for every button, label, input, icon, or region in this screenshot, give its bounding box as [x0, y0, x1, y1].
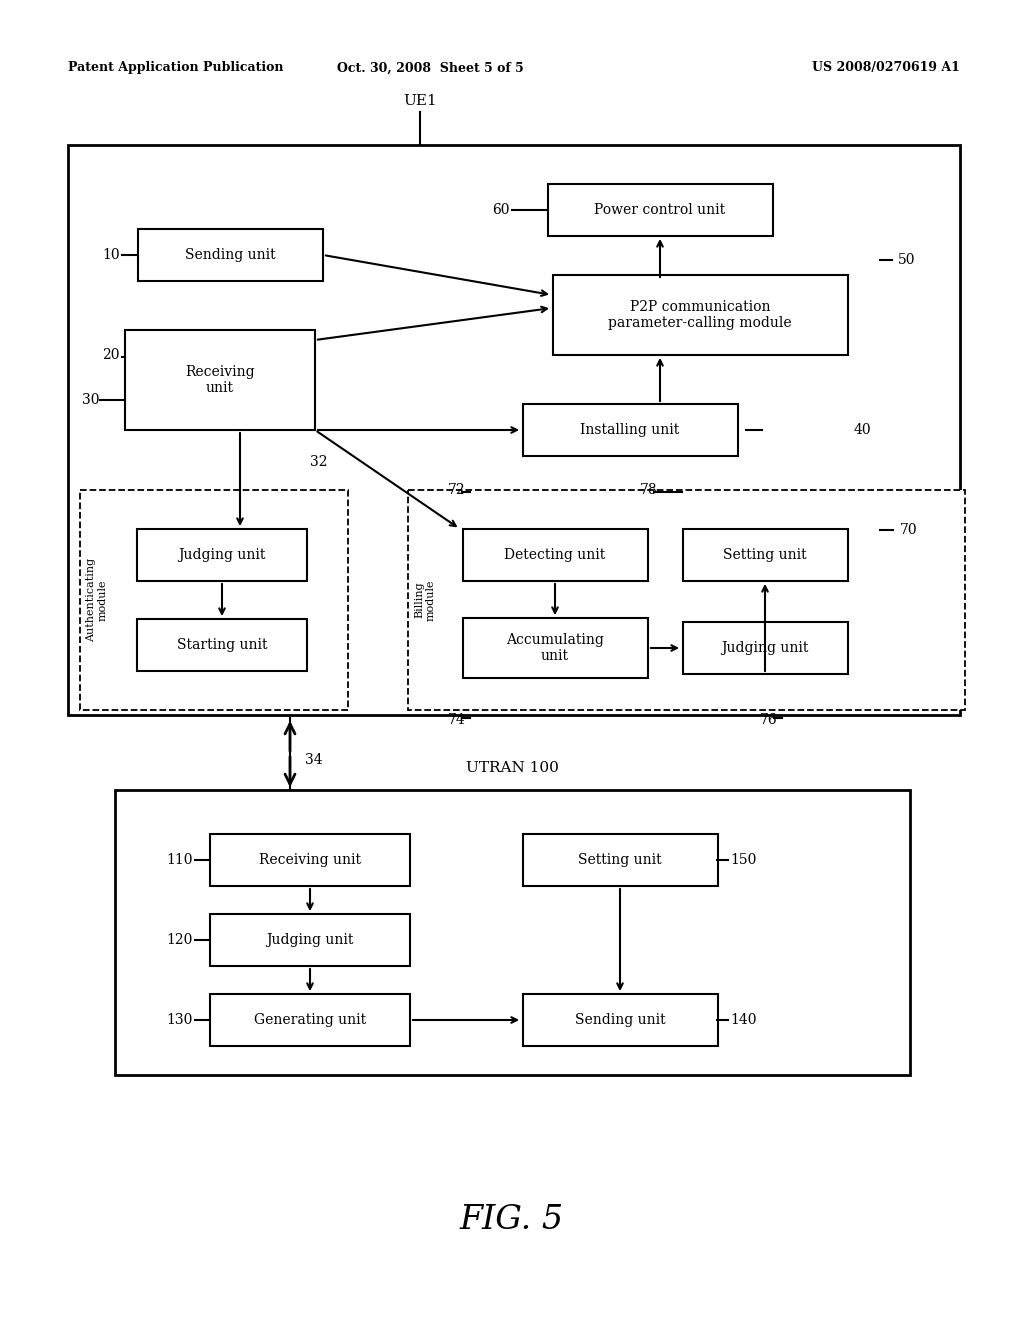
Text: 110: 110 — [167, 853, 193, 867]
Text: 10: 10 — [102, 248, 120, 261]
Text: 30: 30 — [82, 393, 99, 407]
Text: Accumulating
unit: Accumulating unit — [506, 632, 604, 663]
Text: Detecting unit: Detecting unit — [505, 548, 605, 562]
Bar — [210, 913, 410, 966]
Bar — [683, 529, 848, 581]
Text: 72: 72 — [449, 483, 466, 498]
Text: Receiving unit: Receiving unit — [259, 853, 361, 867]
Text: 60: 60 — [493, 203, 510, 216]
Bar — [522, 834, 718, 886]
Bar — [683, 622, 848, 675]
Bar — [522, 994, 718, 1045]
Text: Sending unit: Sending unit — [574, 1012, 666, 1027]
Text: Patent Application Publication: Patent Application Publication — [68, 62, 284, 74]
Text: Judging unit: Judging unit — [266, 933, 353, 946]
Text: Billing
module: Billing module — [414, 579, 436, 620]
Bar — [68, 145, 961, 715]
Text: 74: 74 — [449, 713, 466, 727]
Text: Sending unit: Sending unit — [184, 248, 275, 261]
Bar — [408, 490, 965, 710]
Text: Setting unit: Setting unit — [579, 853, 662, 867]
Bar — [522, 404, 737, 455]
Text: Authenticating
module: Authenticating module — [86, 558, 108, 642]
Text: 20: 20 — [102, 348, 120, 362]
Text: Oct. 30, 2008  Sheet 5 of 5: Oct. 30, 2008 Sheet 5 of 5 — [337, 62, 523, 74]
Text: Judging unit: Judging unit — [721, 642, 809, 655]
Text: 40: 40 — [854, 422, 871, 437]
Text: UE1: UE1 — [403, 94, 437, 108]
Text: 120: 120 — [167, 933, 193, 946]
Bar — [137, 529, 307, 581]
Text: 70: 70 — [900, 523, 918, 537]
Text: 150: 150 — [730, 853, 757, 867]
Text: 32: 32 — [310, 455, 328, 469]
Bar — [210, 834, 410, 886]
Bar — [125, 330, 315, 430]
Text: Generating unit: Generating unit — [254, 1012, 366, 1027]
Text: 50: 50 — [898, 253, 915, 267]
Text: Starting unit: Starting unit — [177, 638, 267, 652]
Text: US 2008/0270619 A1: US 2008/0270619 A1 — [812, 62, 961, 74]
Bar — [137, 228, 323, 281]
Text: 140: 140 — [730, 1012, 757, 1027]
Text: Installing unit: Installing unit — [581, 422, 680, 437]
Text: Receiving
unit: Receiving unit — [185, 364, 255, 395]
Text: Judging unit: Judging unit — [178, 548, 265, 562]
Text: FIG. 5: FIG. 5 — [460, 1204, 564, 1236]
Bar — [463, 618, 647, 678]
Bar — [548, 183, 772, 236]
Bar — [80, 490, 348, 710]
Bar — [463, 529, 647, 581]
Text: 78: 78 — [640, 483, 657, 498]
Text: UTRAN 100: UTRAN 100 — [466, 762, 558, 775]
Text: Setting unit: Setting unit — [723, 548, 807, 562]
Text: 130: 130 — [167, 1012, 193, 1027]
Bar — [115, 789, 910, 1074]
Bar — [553, 275, 848, 355]
Bar — [210, 994, 410, 1045]
Bar — [137, 619, 307, 671]
Text: Power control unit: Power control unit — [595, 203, 726, 216]
Text: 34: 34 — [305, 752, 323, 767]
Text: 76: 76 — [760, 713, 777, 727]
Text: P2P communication
parameter-calling module: P2P communication parameter-calling modu… — [608, 300, 792, 330]
